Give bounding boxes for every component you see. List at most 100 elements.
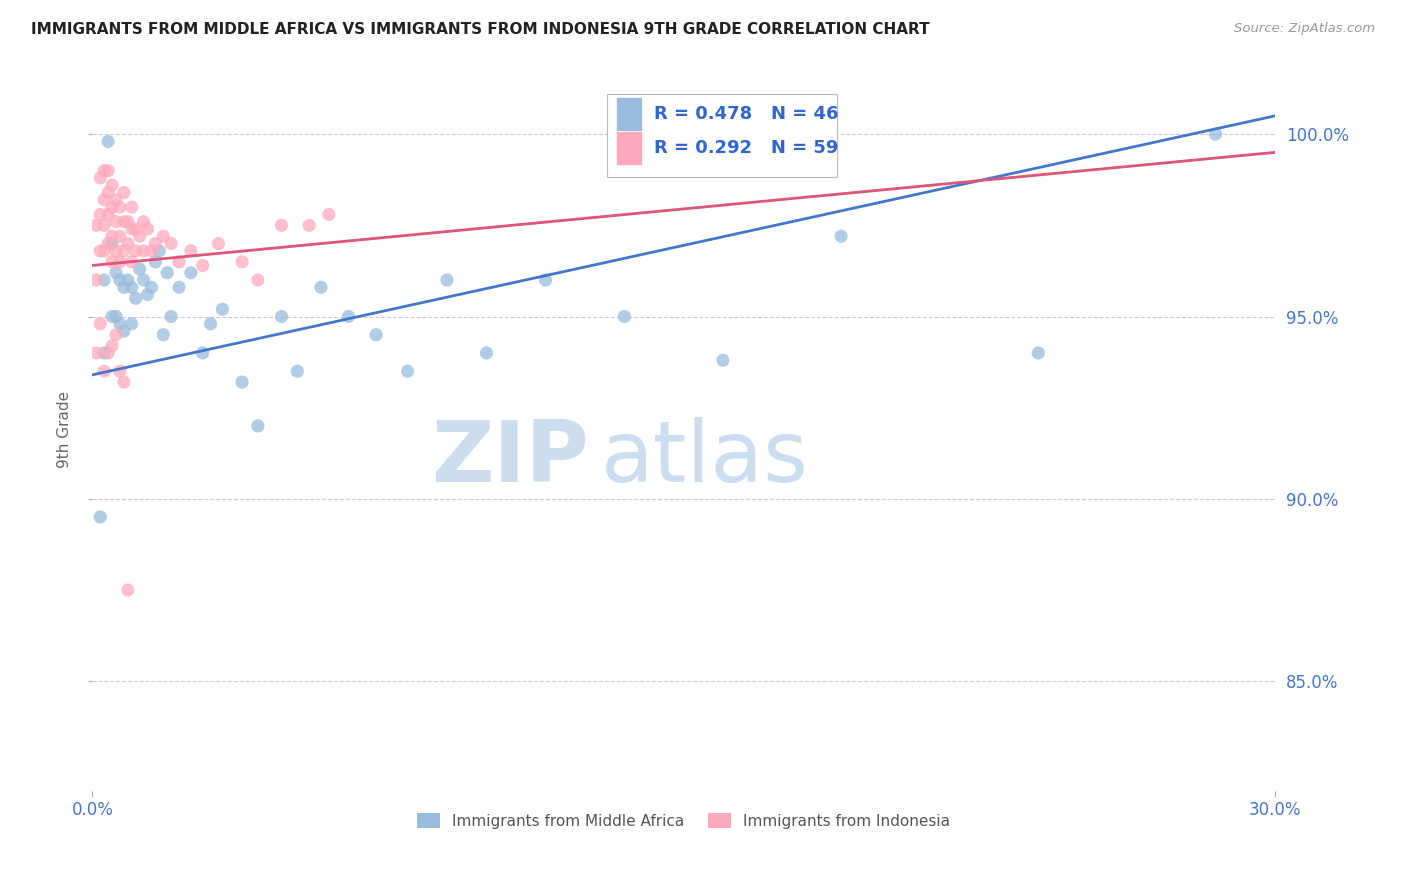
Point <box>156 266 179 280</box>
Text: atlas: atlas <box>600 417 808 500</box>
Point <box>124 222 146 236</box>
Point <box>309 280 332 294</box>
Point <box>84 346 107 360</box>
Point <box>167 254 190 268</box>
Point <box>104 193 127 207</box>
Bar <box>616 130 643 165</box>
Point <box>121 280 143 294</box>
Point <box>1026 346 1049 360</box>
Point <box>121 254 143 268</box>
Point <box>93 193 115 207</box>
Point <box>93 346 115 360</box>
Point <box>97 207 120 221</box>
Point <box>112 244 135 258</box>
Point <box>108 317 131 331</box>
Point <box>191 259 214 273</box>
Point <box>534 273 557 287</box>
Point <box>128 262 150 277</box>
Point <box>121 222 143 236</box>
Point <box>132 273 155 287</box>
Point <box>180 244 202 258</box>
Point <box>141 280 163 294</box>
Point <box>124 244 146 258</box>
Point <box>104 244 127 258</box>
Point <box>89 317 111 331</box>
Point <box>97 135 120 149</box>
Point <box>112 280 135 294</box>
Point <box>1205 127 1227 141</box>
Point <box>270 219 292 233</box>
Point <box>101 339 124 353</box>
Point <box>117 215 139 229</box>
Point <box>108 254 131 268</box>
Point <box>101 236 124 251</box>
Point <box>93 273 115 287</box>
Point <box>89 244 111 258</box>
Text: IMMIGRANTS FROM MIDDLE AFRICA VS IMMIGRANTS FROM INDONESIA 9TH GRADE CORRELATION: IMMIGRANTS FROM MIDDLE AFRICA VS IMMIGRA… <box>31 22 929 37</box>
Point <box>117 236 139 251</box>
Point <box>89 170 111 185</box>
Point <box>148 244 170 258</box>
Point <box>108 200 131 214</box>
Point <box>364 327 387 342</box>
Point <box>152 229 174 244</box>
Point <box>136 222 159 236</box>
Point <box>112 324 135 338</box>
Point <box>211 302 233 317</box>
Text: R = 0.478   N = 46: R = 0.478 N = 46 <box>654 105 838 123</box>
Point <box>200 317 222 331</box>
Point <box>613 310 636 324</box>
Point <box>89 207 111 221</box>
Point <box>112 186 135 200</box>
Point <box>285 364 308 378</box>
Point <box>108 364 131 378</box>
Point <box>101 310 124 324</box>
Point <box>830 229 852 244</box>
Point <box>89 510 111 524</box>
Point <box>117 582 139 597</box>
Point <box>207 236 229 251</box>
Point <box>145 236 167 251</box>
Point <box>93 163 115 178</box>
Point <box>128 229 150 244</box>
Point <box>246 418 269 433</box>
Point <box>104 310 127 324</box>
Point <box>124 291 146 305</box>
Point <box>436 273 458 287</box>
Point <box>97 346 120 360</box>
Text: Source: ZipAtlas.com: Source: ZipAtlas.com <box>1234 22 1375 36</box>
Bar <box>616 96 643 131</box>
Point <box>104 266 127 280</box>
Point <box>231 375 253 389</box>
Point <box>117 273 139 287</box>
Point <box>180 266 202 280</box>
Point <box>97 236 120 251</box>
Text: R = 0.292   N = 59: R = 0.292 N = 59 <box>654 139 838 157</box>
Point <box>101 178 124 193</box>
Point <box>112 215 135 229</box>
Point <box>337 310 360 324</box>
Point <box>101 254 124 268</box>
Point <box>231 254 253 268</box>
Point <box>121 200 143 214</box>
Point <box>160 310 183 324</box>
Point <box>160 236 183 251</box>
Point <box>101 229 124 244</box>
Text: ZIP: ZIP <box>432 417 589 500</box>
Point <box>104 327 127 342</box>
FancyBboxPatch shape <box>606 94 837 177</box>
Point <box>121 317 143 331</box>
Point <box>475 346 498 360</box>
Point <box>108 229 131 244</box>
Point <box>104 215 127 229</box>
Legend: Immigrants from Middle Africa, Immigrants from Indonesia: Immigrants from Middle Africa, Immigrant… <box>411 806 956 835</box>
Point <box>101 200 124 214</box>
Point <box>84 219 107 233</box>
Point <box>318 207 340 221</box>
Point <box>152 327 174 342</box>
Point <box>132 215 155 229</box>
Point <box>93 364 115 378</box>
Point <box>246 273 269 287</box>
Point <box>270 310 292 324</box>
Point <box>132 244 155 258</box>
